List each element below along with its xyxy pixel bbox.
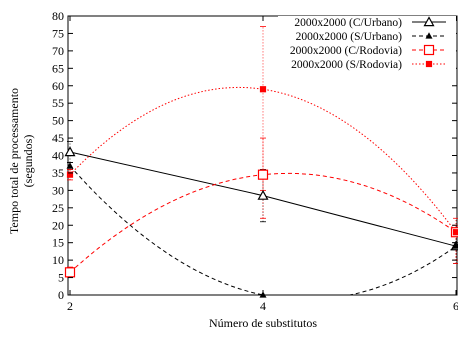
y-tick-label: 0 <box>58 288 64 302</box>
y-tick-label: 45 <box>52 131 64 145</box>
y-tick-label: 5 <box>58 271 64 285</box>
legend-label: 2000x2000 (C/Rodovia) <box>290 45 402 57</box>
data-point <box>66 268 75 277</box>
legend-marker <box>425 46 434 55</box>
data-point <box>261 87 266 92</box>
y-tick-label: 80 <box>52 9 64 23</box>
data-point <box>454 230 458 235</box>
y-tick-label: 60 <box>52 79 64 93</box>
legend: 2000x2000 (C/Urbano) 2000x2000 (S/Urbano)… <box>278 16 456 74</box>
y-axis-title-line-1: Tempo total de processamento <box>7 88 21 234</box>
y-tick-label: 55 <box>52 96 64 110</box>
data-point <box>259 170 268 179</box>
y-tick-label: 70 <box>52 44 64 58</box>
x-tick-label: 2 <box>67 299 73 313</box>
x-tick-label: 6 <box>453 299 458 313</box>
y-tick-label: 35 <box>52 166 64 180</box>
legend-marker <box>427 62 432 67</box>
y-tick-label: 30 <box>52 183 64 197</box>
y-tick-label: 50 <box>52 114 64 128</box>
x-axis-title: Número de substitutos <box>209 316 317 330</box>
y-tick-label: 75 <box>52 26 64 40</box>
y-tick-label: 15 <box>52 236 64 250</box>
y-tick-label: 20 <box>52 218 64 232</box>
series-layer <box>66 87 458 297</box>
series-3 <box>66 170 458 277</box>
legend-label: 2000x2000 (S/Rodovia) <box>291 59 402 71</box>
y-axis-title-line-2: (segundos) <box>21 135 35 188</box>
y-tick-label: 10 <box>52 253 64 267</box>
y-tick-label: 40 <box>52 149 64 163</box>
y-tick-label: 65 <box>52 61 64 75</box>
x-tick-label: 4 <box>260 299 266 313</box>
data-point <box>66 148 75 156</box>
y-tick-label: 25 <box>52 201 64 215</box>
legend-label: 2000x2000 (S/Urbano) <box>296 31 403 43</box>
legend-label: 2000x2000 (C/Urbano) <box>294 17 402 29</box>
